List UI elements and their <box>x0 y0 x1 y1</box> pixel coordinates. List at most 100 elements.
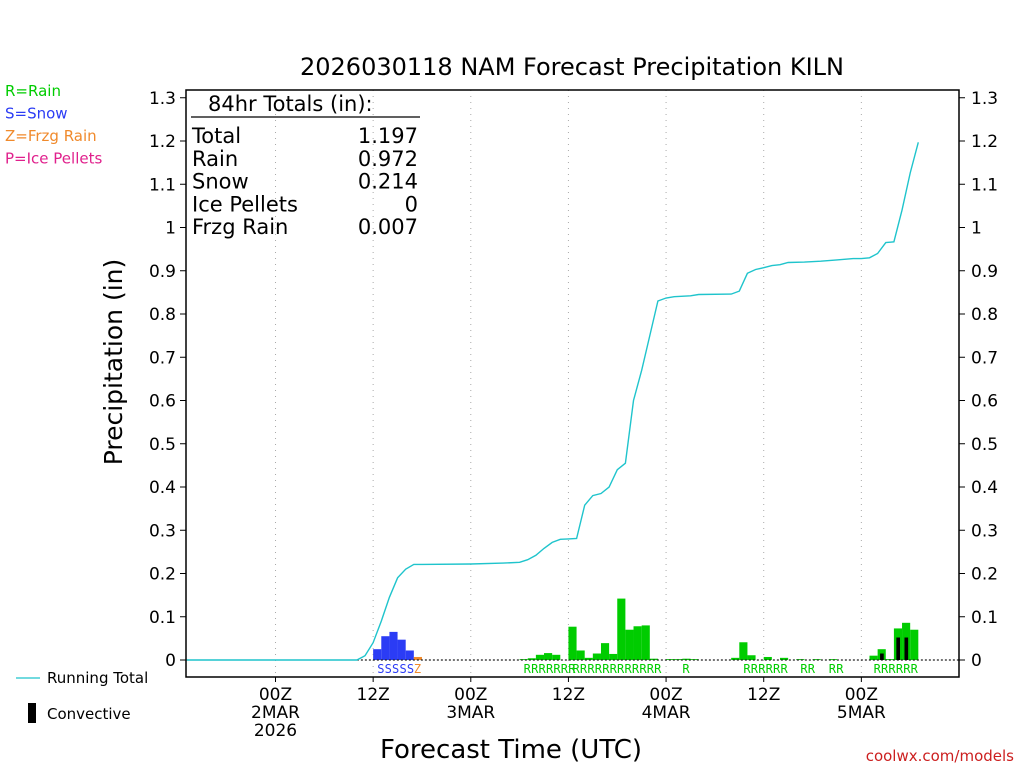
totals-value-1: 0.972 <box>358 147 418 171</box>
precip-bar-39 <box>910 629 919 660</box>
y-tick-label-left: 1 <box>165 219 176 239</box>
convective-bars <box>880 637 909 660</box>
convective-bar-0 <box>880 653 884 660</box>
precip-bar-5 <box>413 656 422 660</box>
convective-legend-label: Convective <box>47 705 131 723</box>
x-tick-label: 12Z <box>552 685 585 705</box>
precip-bar-6 <box>519 659 528 660</box>
y-tick-label-right: 1.3 <box>971 89 998 109</box>
y-tick-label-right: 0.1 <box>971 608 998 628</box>
precip-bar-10 <box>552 654 561 660</box>
x-tick-label: 4MAR <box>642 703 691 723</box>
plot-border <box>185 89 960 678</box>
precip-bar-28 <box>747 655 756 660</box>
precip-type-label-8: RRRRRR <box>874 662 919 676</box>
precip-bar-27 <box>739 642 748 660</box>
precip-bar-19 <box>633 626 642 660</box>
totals-heading: 84hr Totals (in): <box>208 92 373 116</box>
x-tick-label: 00Z <box>454 685 487 705</box>
y-tick-label-left: 0.9 <box>149 262 176 282</box>
totals-value-2: 0.214 <box>358 170 418 194</box>
totals-label-1: Rain <box>192 147 238 171</box>
credit-text: coolwx.com/models <box>866 747 1014 765</box>
y-tick-label-right: 0.9 <box>971 262 998 282</box>
precip-bar-13 <box>584 657 593 660</box>
precip-bar-15 <box>600 643 610 660</box>
plot-frame <box>185 89 960 678</box>
precip-type-label-0: SSSSS <box>377 662 414 676</box>
x-axis-label: Forecast Time (UTC) <box>380 735 642 765</box>
precip-type-label-6: RR <box>800 662 815 676</box>
precip-bar-8 <box>535 654 545 660</box>
y-tick-label-left: 0 <box>165 651 176 671</box>
totals-value-3: 0 <box>405 192 418 216</box>
x-tick-label: 00Z <box>845 685 878 705</box>
precip-type-legend: R=Rain S=Snow Z=Frzg Rain P=Ice Pellets <box>5 82 102 168</box>
y-axis-label: Precipitation (in) <box>99 259 128 466</box>
totals-label-0: Total <box>191 124 241 148</box>
y-axis-ticks: 0 0 0.1 0.1 0.2 0.2 0.3 0.3 0.4 0.4 0.5 0.5 0.6 0.6 0.… <box>149 89 998 671</box>
totals-box: 84hr Totals (in): Total 1.197 Rain 0.972 Snow… <box>191 92 420 239</box>
precip-bar-2 <box>389 631 398 660</box>
y-tick-label-right: 0.7 <box>971 348 998 368</box>
precip-bar-7 <box>527 658 536 660</box>
y-tick-label-right: 0.5 <box>971 435 998 455</box>
precip-bar-1 <box>381 636 390 660</box>
precip-type-label-3: RRRRRRRRRRRR <box>573 662 663 676</box>
precip-bar-34 <box>869 655 878 660</box>
precip-bar-16 <box>609 653 618 660</box>
y-tick-label-left: 0.6 <box>149 392 176 412</box>
running-total-line <box>186 142 919 661</box>
precip-bar-3 <box>397 639 406 660</box>
y-tick-label-right: 0.6 <box>971 392 998 412</box>
precip-bars <box>356 598 959 661</box>
precip-bar-4 <box>405 650 414 660</box>
y-tick-label-right: 0.8 <box>971 305 998 325</box>
y-tick-label-left: 0.4 <box>149 478 176 498</box>
running-total-legend-label: Running Total <box>47 669 148 687</box>
precip-bar-11 <box>568 626 577 660</box>
y-tick-label-right: 0.4 <box>971 478 998 498</box>
y-tick-label-left: 0.3 <box>149 521 176 541</box>
x-tick-label: 00Z <box>649 685 682 705</box>
precip-bar-18 <box>625 629 634 660</box>
totals-label-3: Ice Pellets <box>192 192 298 216</box>
y-tick-label-right: 0.3 <box>971 521 998 541</box>
y-tick-label-left: 1.2 <box>149 132 176 152</box>
type-legend-snow: S=Snow <box>5 105 68 123</box>
y-tick-label-left: 0.8 <box>149 305 176 325</box>
precip-type-label-5: RRRRRR <box>743 662 788 676</box>
convective-bar-1 <box>896 637 901 660</box>
y-tick-label-right: 0 <box>971 651 982 671</box>
chart-title: 2026030118 NAM Forecast Precipitation KI… <box>300 53 844 81</box>
y-tick-label-right: 1 <box>971 219 982 239</box>
precip-type-label-7: RR <box>829 662 844 676</box>
x-tick-label: 2026 <box>254 721 297 741</box>
convective-legend-swatch <box>28 703 36 723</box>
precip-type-label-1: Z <box>414 662 421 676</box>
x-tick-label: 2MAR <box>251 703 300 723</box>
totals-value-0: 1.197 <box>358 124 418 148</box>
precip-type-label-2: RRRRRRR <box>524 662 577 676</box>
precip-bar-17 <box>617 598 626 660</box>
precip-bar-20 <box>641 625 650 660</box>
x-tick-label: 00Z <box>259 685 292 705</box>
totals-value-4: 0.007 <box>358 215 418 239</box>
precip-bar-30 <box>779 657 789 660</box>
precip-type-label-4: R <box>682 662 690 676</box>
totals-label-4: Frzg Rain <box>192 215 288 239</box>
precip-bar-9 <box>544 653 553 660</box>
y-tick-label-right: 1.2 <box>971 132 998 152</box>
x-tick-label: 5MAR <box>837 703 886 723</box>
series-legend: Running Total Convective <box>16 669 148 723</box>
precip-bar-32 <box>812 659 821 660</box>
x-tick-label: 12Z <box>747 685 780 705</box>
y-tick-label-left: 0.2 <box>149 565 176 585</box>
precip-bar-14 <box>592 653 601 660</box>
x-tick-label: 3MAR <box>446 703 495 723</box>
y-tick-label-left: 0.1 <box>149 608 176 628</box>
y-tick-label-right: 1.1 <box>971 175 998 195</box>
